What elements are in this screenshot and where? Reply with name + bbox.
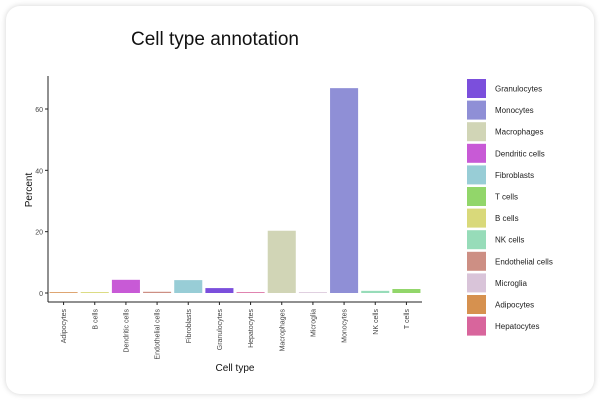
legend-label-granulocytes: Granulocytes xyxy=(495,85,542,94)
x-tick-label-b-cells: B cells xyxy=(92,309,99,330)
y-tick-label: 40 xyxy=(35,168,43,175)
x-tick-label-t-cells: T cells xyxy=(404,309,411,330)
bar-nk-cells xyxy=(361,290,390,293)
legend-swatch-nk-cells xyxy=(467,230,486,250)
x-tick-label-fibroblasts: Fibroblasts xyxy=(186,309,193,344)
x-tick-label-granulocytes: Granulocytes xyxy=(217,309,224,351)
bar-adipocytes xyxy=(49,292,78,293)
x-axis-label: Cell type xyxy=(216,363,255,374)
legend-swatch-macrophages xyxy=(467,122,486,142)
x-tick-label-hepatocytes: Hepatocytes xyxy=(248,309,255,348)
legend-swatch-granulocytes xyxy=(467,79,486,98)
legend-label-fibroblasts: Fibroblasts xyxy=(495,171,534,180)
legend-label-monocytes: Monocytes xyxy=(495,106,534,115)
x-tick-label-dendritic-cells: Dendritic cells xyxy=(123,309,130,353)
bar-granulocytes xyxy=(205,288,234,293)
legend-label-macrophages: Macrophages xyxy=(495,128,543,137)
y-tick-label: 0 xyxy=(39,291,43,298)
bar-dendritic-cells xyxy=(111,279,140,293)
x-tick-label-macrophages: Macrophages xyxy=(279,309,286,352)
legend-swatch-hepatocytes xyxy=(467,316,486,336)
x-tick-label-nk-cells: NK cells xyxy=(373,309,380,335)
plot-area: 0 20 40 60 Adipocytes B cells Dendritic cells E… xyxy=(35,76,422,360)
legend-swatch-adipocytes xyxy=(467,295,486,314)
x-tick-label-monocytes: Monocytes xyxy=(342,309,349,343)
chart-frame xyxy=(6,6,594,394)
bar-fibroblasts xyxy=(174,280,203,293)
legend-label-microglia: Microglia xyxy=(495,279,528,288)
legend-swatch-b-cells xyxy=(467,208,486,228)
legend-label-nk-cells: NK cells xyxy=(495,236,524,245)
legend: Granulocytes Monocytes Macrophages Dendriti… xyxy=(467,79,553,336)
bar-macrophages xyxy=(267,230,296,293)
y-axis-label: Percent xyxy=(24,173,35,208)
x-tick-label-adipocytes: Adipocytes xyxy=(61,309,68,344)
legend-swatch-t-cells xyxy=(467,187,486,206)
legend-swatch-dendritic-cells xyxy=(467,143,486,163)
legend-label-t-cells: T cells xyxy=(495,193,518,202)
legend-label-hepatocytes: Hepatocytes xyxy=(495,322,539,331)
legend-swatch-microglia xyxy=(467,273,486,293)
legend-swatch-endothelial-cells xyxy=(467,251,486,271)
x-tick-label-endothelial-cells: Endothelial cells xyxy=(155,309,162,360)
chart-title: Cell type annotation xyxy=(131,29,299,50)
legend-label-endothelial-cells: Endothelial cells xyxy=(495,257,553,266)
y-tick-label: 60 xyxy=(35,107,43,114)
x-tick-label-microglia: Microglia xyxy=(310,309,317,337)
bar-endothelial-cells xyxy=(143,291,172,293)
bar-monocytes xyxy=(330,88,359,293)
y-tick-label: 20 xyxy=(35,230,43,237)
bar-t-cells xyxy=(392,289,421,293)
bar-b-cells xyxy=(80,292,109,293)
legend-label-dendritic-cells: Dendritic cells xyxy=(495,149,545,158)
legend-swatch-monocytes xyxy=(467,100,486,120)
legend-label-b-cells: B cells xyxy=(495,214,519,223)
legend-swatch-fibroblasts xyxy=(467,165,486,185)
bar-hepatocytes xyxy=(236,292,265,293)
bar-microglia xyxy=(298,292,327,293)
legend-label-adipocytes: Adipocytes xyxy=(495,301,534,310)
